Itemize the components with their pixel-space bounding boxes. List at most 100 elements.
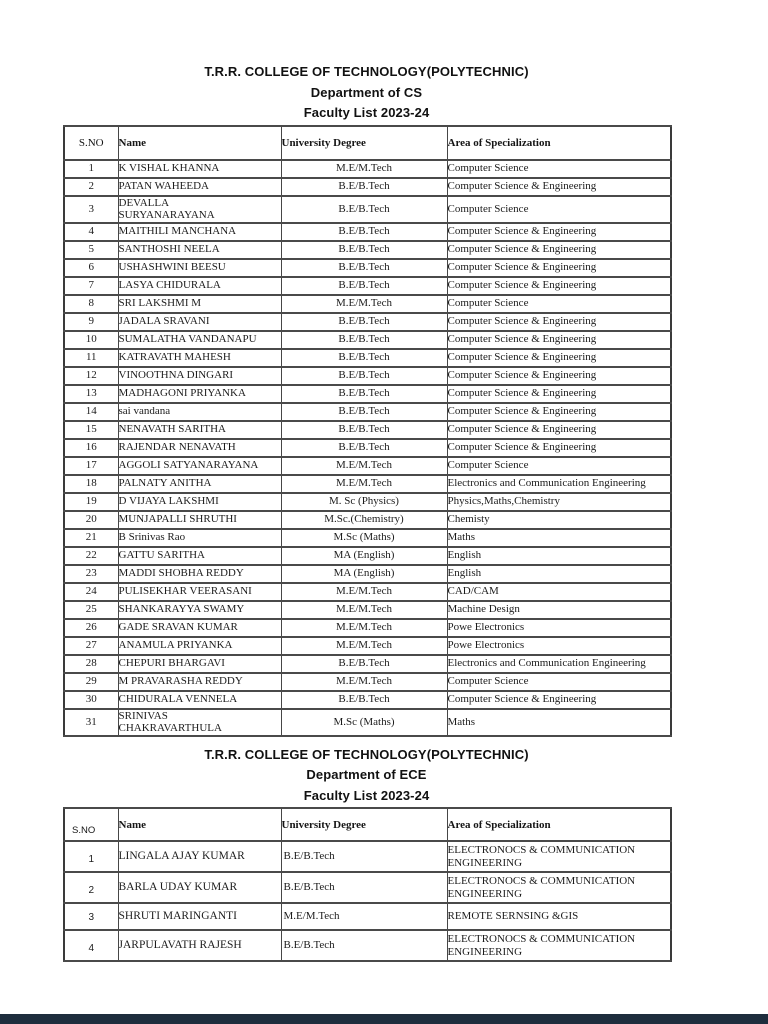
cell-degree: B.E/B.Tech <box>280 653 448 674</box>
cell-sno: 31 <box>63 707 119 737</box>
faculty-row: 5 SANTHOSHI NEELA B.E/B.Tech Computer Scien… <box>63 239 672 260</box>
cell-name: SRINIVAS CHAKRAVARTHULA <box>117 707 282 737</box>
cell-sno: 27 <box>63 635 119 656</box>
cell-degree: B.E/B.Tech <box>280 437 448 458</box>
cell-name: MADHAGONI PRIYANKA <box>117 383 282 404</box>
faculty-row: 22 GATTU SARITHA MA (English) English <box>63 545 672 566</box>
cell-area: Chemisty <box>446 509 672 530</box>
cell-sno: 30 <box>63 689 119 710</box>
faculty-row: 30 CHIDURALA VENNELA B.E/B.Tech Computer Sc… <box>63 689 672 710</box>
faculty-row: 31 SRINIVAS CHAKRAVARTHULA M.Sc (Maths) Mat… <box>63 707 672 737</box>
cell-area: Computer Science & Engineering <box>446 419 672 440</box>
cell-sno: 14 <box>63 401 119 422</box>
cell-degree: M.E/M.Tech <box>280 599 448 620</box>
cell-area: Computer Science & Engineering <box>446 437 672 458</box>
cell-area: ELECTRONOCS & COMMUNICATION ENGINEERING <box>446 871 672 904</box>
cell-degree: B.E/B.Tech <box>280 871 448 904</box>
viewer-bottom-bar <box>0 1014 768 1024</box>
cell-degree: B.E/B.Tech <box>280 689 448 710</box>
cell-name: B Srinivas Rao <box>117 527 282 548</box>
cell-area: Computer Science <box>446 293 672 314</box>
cell-degree: B.E/B.Tech <box>280 347 448 368</box>
cell-sno: 17 <box>63 455 119 476</box>
cell-name: PATAN WAHEEDA <box>117 176 282 197</box>
cs-title-block: T.R.R. COLLEGE OF TECHNOLOGY(POLYTECHNIC… <box>63 62 670 124</box>
ece-title-block: T.R.R. COLLEGE OF TECHNOLOGY(POLYTECHNIC… <box>63 745 670 807</box>
faculty-row: 7 LASYA CHIDURALA B.E/B.Tech Computer Scien… <box>63 275 672 296</box>
cell-name: SUMALATHA VANDANAPU <box>117 329 282 350</box>
faculty-row: 3 DEVALLA SURYANARAYANA B.E/B.Tech Computer… <box>63 194 672 224</box>
cell-degree: B.E/B.Tech <box>280 419 448 440</box>
faculty-row: 1 LINGALA AJAY KUMAR B.E/B.Tech ELECTRONOCS… <box>63 840 672 873</box>
header-degree: University Degree <box>280 807 448 842</box>
cell-sno: 29 <box>63 671 119 692</box>
table-header-row: S.NO Name University Degree Area of Spec… <box>63 807 672 842</box>
cell-name: sai vandana <box>117 401 282 422</box>
cell-name: SHANKARAYYA SWAMY <box>117 599 282 620</box>
cell-area: Computer Science & Engineering <box>446 176 672 197</box>
cell-degree: M.E/M.Tech <box>280 617 448 638</box>
cell-area: Electronics and Communication Engineerin… <box>446 653 672 674</box>
cell-name: MADDI SHOBHA REDDY <box>117 563 282 584</box>
cell-degree: B.E/B.Tech <box>280 929 448 962</box>
cell-degree: MA (English) <box>280 563 448 584</box>
header-name: Name <box>117 807 282 842</box>
cell-degree: M.Sc (Maths) <box>280 707 448 737</box>
cell-area: English <box>446 545 672 566</box>
cell-name: JARPULAVATH RAJESH <box>117 929 282 962</box>
cell-degree: B.E/B.Tech <box>280 365 448 386</box>
cell-name: CHEPURI BHARGAVI <box>117 653 282 674</box>
cell-area: Computer Science & Engineering <box>446 329 672 350</box>
cell-name: VINOOTHNA DINGARI <box>117 365 282 386</box>
faculty-table-cs: S.NO Name University Degree Area of Spec… <box>63 124 672 737</box>
section-ece: T.R.R. COLLEGE OF TECHNOLOGY(POLYTECHNIC… <box>63 745 672 962</box>
document-page: T.R.R. COLLEGE OF TECHNOLOGY(POLYTECHNIC… <box>63 62 672 962</box>
cell-name: SHRUTI MARINGANTI <box>117 902 282 931</box>
department-title: Department of CS <box>310 84 423 100</box>
cell-name: GADE SRAVAN KUMAR <box>117 617 282 638</box>
cell-degree: B.E/B.Tech <box>280 221 448 242</box>
cell-name: LASYA CHIDURALA <box>117 275 282 296</box>
cell-degree: B.E/B.Tech <box>280 275 448 296</box>
header-degree: University Degree <box>280 124 448 161</box>
cell-sno: 1 <box>63 158 119 179</box>
cell-degree: M.E/M.Tech <box>280 455 448 476</box>
cell-area: Computer Science & Engineering <box>446 239 672 260</box>
cell-sno: 3 <box>63 902 119 931</box>
faculty-row: 21 B Srinivas Rao M.Sc (Maths) Maths <box>63 527 672 548</box>
cell-area: ELECTRONOCS & COMMUNICATION ENGINEERING <box>446 840 672 873</box>
faculty-row: 24 PULISEKHAR VEERASANI M.E/M.Tech CAD/CAM <box>63 581 672 602</box>
faculty-list-title: Faculty List 2023-24 <box>303 105 430 120</box>
cell-area: Computer Science & Engineering <box>446 311 672 332</box>
faculty-row: 12 VINOOTHNA DINGARI B.E/B.Tech Computer Sc… <box>63 365 672 386</box>
faculty-row: 17 AGGOLI SATYANARAYANA M.E/M.Tech Computer… <box>63 455 672 476</box>
cell-sno: 4 <box>63 221 119 242</box>
cell-area: Computer Science <box>446 455 672 476</box>
cell-name: AGGOLI SATYANARAYANA <box>117 455 282 476</box>
cell-degree: B.E/B.Tech <box>280 401 448 422</box>
cell-degree: B.E/B.Tech <box>280 840 448 873</box>
cell-degree: B.E/B.Tech <box>280 176 448 197</box>
cell-degree: M.E/M.Tech <box>280 671 448 692</box>
cell-area: Computer Science <box>446 194 672 224</box>
department-title: Department of ECE <box>306 767 427 782</box>
faculty-row: 23 MADDI SHOBHA REDDY MA (English) English <box>63 563 672 584</box>
faculty-row: 18 PALNATY ANITHA M.E/M.Tech Electronics an… <box>63 473 672 494</box>
cell-area: Computer Science & Engineering <box>446 257 672 278</box>
cell-sno: 11 <box>63 347 119 368</box>
cell-name: PALNATY ANITHA <box>117 473 282 494</box>
faculty-row: 29 M PRAVARASHA REDDY M.E/M.Tech Computer S… <box>63 671 672 692</box>
cell-name: M PRAVARASHA REDDY <box>117 671 282 692</box>
header-area: Area of Specialization <box>446 807 672 842</box>
cell-sno: 3 <box>63 194 119 224</box>
cell-area: CAD/CAM <box>446 581 672 602</box>
cell-sno: 2 <box>63 871 119 904</box>
cell-degree: M.Sc.(Chemistry) <box>280 509 448 530</box>
cell-area: REMOTE SERNSING &GIS <box>446 902 672 931</box>
cell-degree: B.E/B.Tech <box>280 311 448 332</box>
cell-degree: B.E/B.Tech <box>280 383 448 404</box>
cell-name: NENAVATH SARITHA <box>117 419 282 440</box>
cell-name: USHASHWINI BEESU <box>117 257 282 278</box>
faculty-row: 8 SRI LAKSHMI M M.E/M.Tech Computer Science <box>63 293 672 314</box>
